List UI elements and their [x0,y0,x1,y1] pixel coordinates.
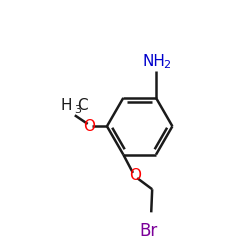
Text: O: O [84,119,96,134]
Text: 2: 2 [163,60,170,70]
Text: Br: Br [139,222,158,240]
Text: NH: NH [143,54,166,70]
Text: 3: 3 [74,105,82,115]
Text: O: O [129,168,141,183]
Text: H: H [61,98,72,113]
Text: C: C [78,98,88,113]
